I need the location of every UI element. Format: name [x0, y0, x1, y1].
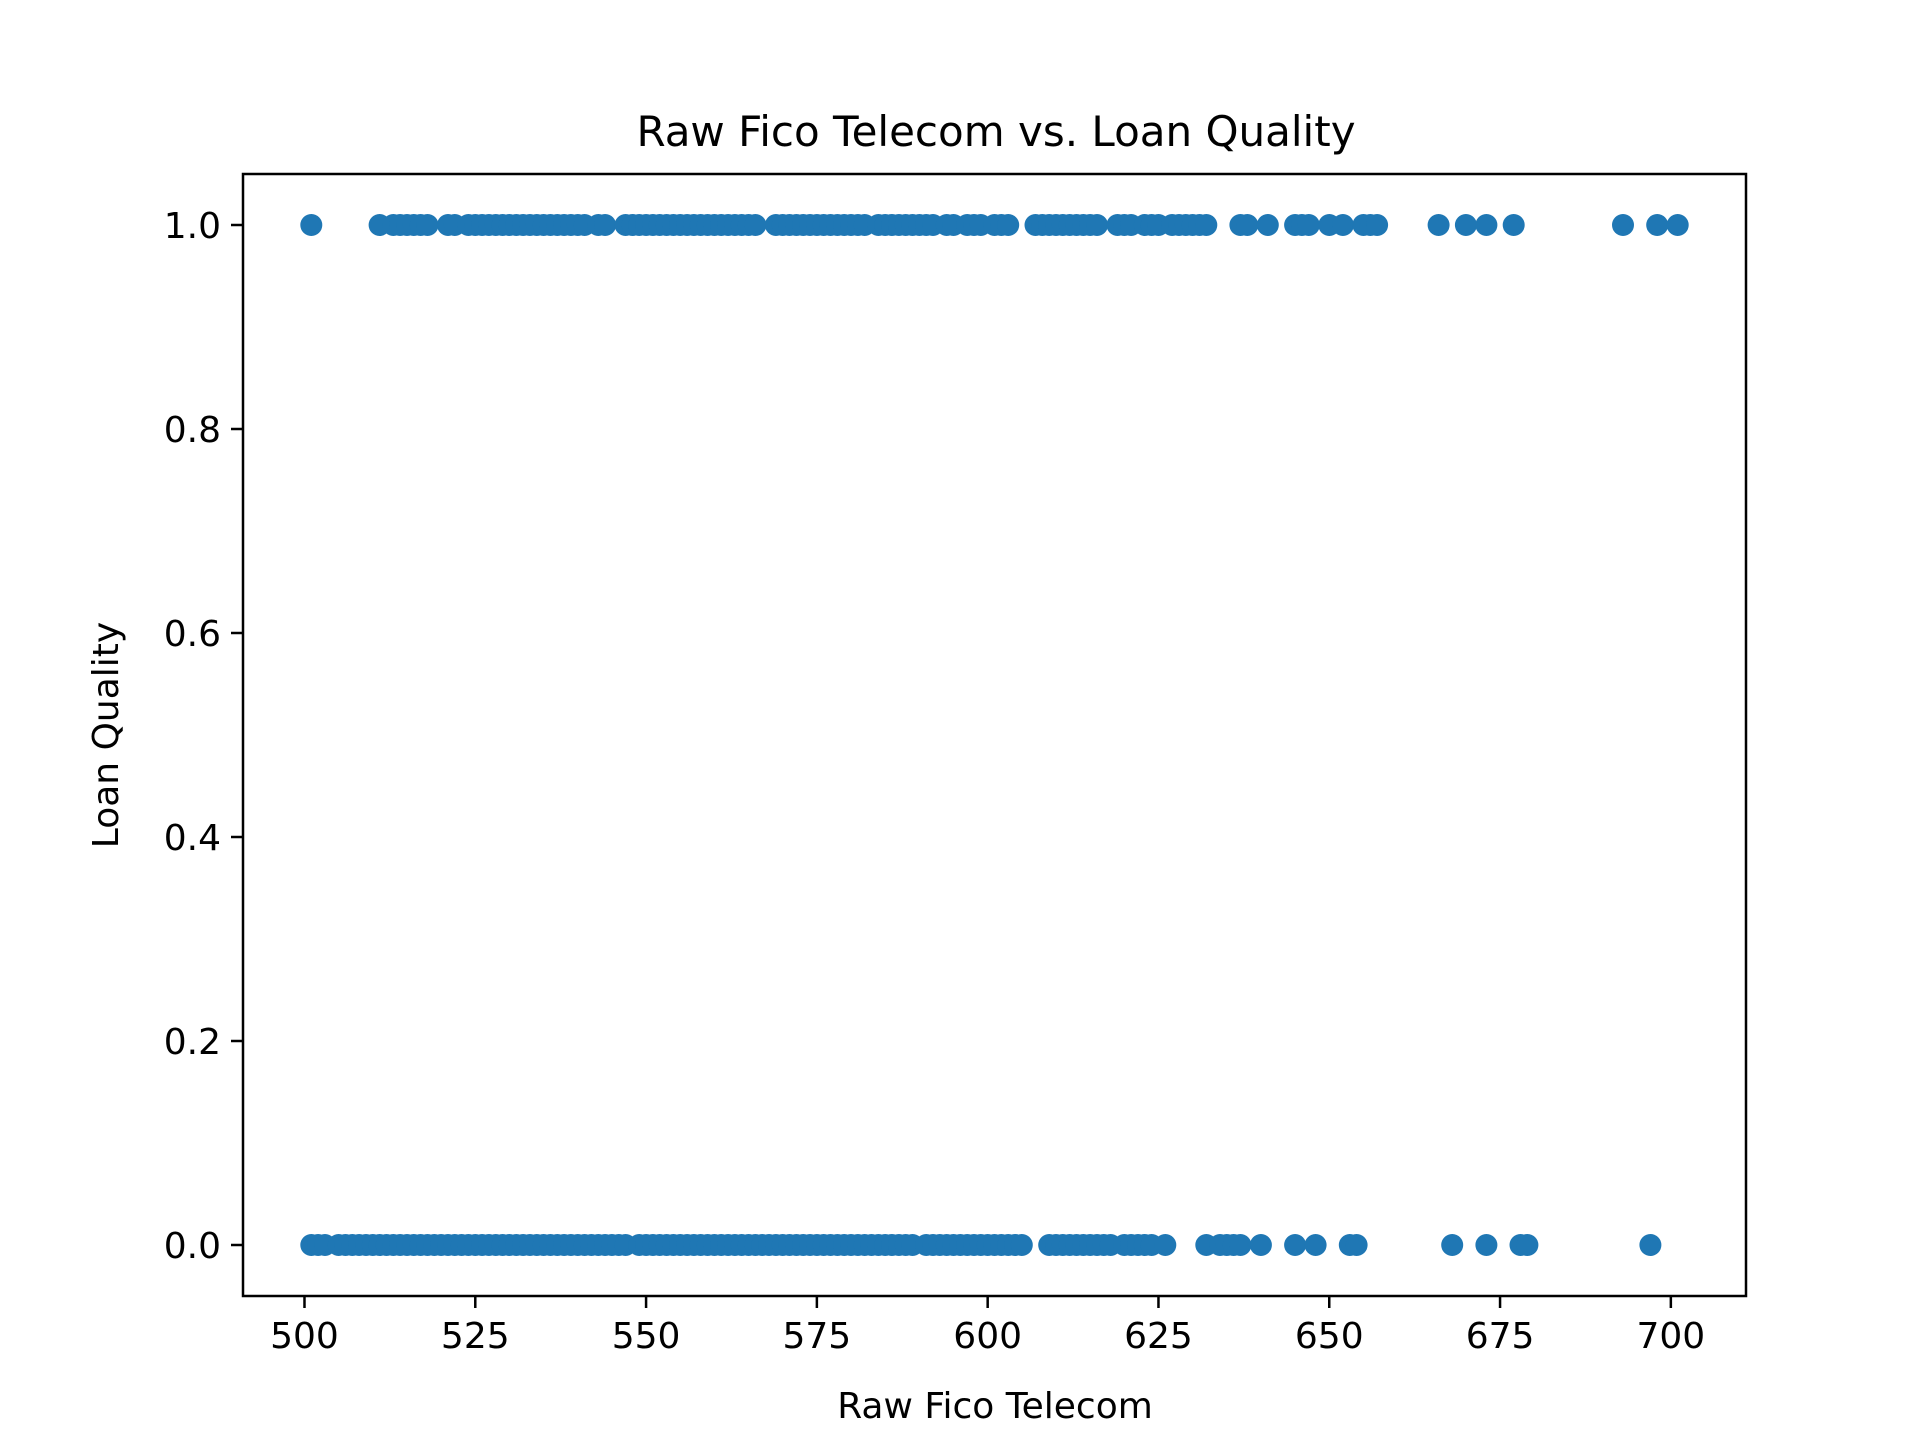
data-point — [1366, 214, 1389, 236]
data-point — [1154, 1234, 1177, 1256]
data-point — [1304, 1234, 1327, 1256]
data-point — [1516, 1234, 1539, 1256]
x-tick-label: 625 — [1124, 1316, 1193, 1357]
data-point — [1666, 214, 1689, 236]
data-point — [1256, 214, 1279, 236]
data-point — [1441, 1234, 1464, 1256]
plot-frame — [241, 172, 1748, 1298]
data-point — [1297, 214, 1320, 236]
data-point — [594, 214, 617, 236]
y-tick-label: 0.6 — [164, 614, 221, 655]
data-point — [300, 214, 323, 236]
y-tick-label: 0.0 — [164, 1226, 221, 1267]
data-point — [1612, 214, 1634, 236]
data-point — [1236, 214, 1259, 236]
data-point — [1427, 214, 1450, 236]
data-point — [1195, 214, 1218, 236]
x-tick-label: 600 — [953, 1316, 1022, 1357]
x-tick-label: 550 — [612, 1316, 681, 1357]
data-point — [1331, 214, 1354, 236]
data-point — [1454, 214, 1477, 236]
data-point — [1646, 214, 1669, 236]
x-tick-label: 500 — [270, 1316, 339, 1357]
chart-title: Raw Fico Telecom vs. Loan Quality — [636, 107, 1355, 156]
x-tick-label: 700 — [1636, 1316, 1705, 1357]
data-point — [1475, 1234, 1498, 1256]
data-point — [1475, 214, 1498, 236]
y-axis-title: Loan Quality — [86, 622, 127, 848]
x-tick-label: 650 — [1295, 1316, 1364, 1357]
x-axis-title: Raw Fico Telecom — [837, 1386, 1153, 1427]
data-point — [744, 214, 767, 236]
data-point — [416, 214, 439, 236]
data-point — [1010, 1234, 1033, 1256]
data-point — [1086, 214, 1108, 236]
data-points — [300, 214, 1689, 1256]
y-tick-label: 1.0 — [164, 206, 221, 247]
data-point — [1284, 1234, 1307, 1256]
data-point — [1229, 1234, 1252, 1256]
data-point — [1639, 1234, 1662, 1256]
data-point — [997, 214, 1020, 236]
data-point — [1249, 1234, 1272, 1256]
x-axis: 500 525 550 575 600 625 650 675 700 — [270, 1296, 1705, 1357]
y-tick-label: 0.8 — [164, 410, 221, 451]
data-point — [1502, 214, 1525, 236]
y-tick-label: 0.4 — [164, 818, 221, 859]
x-tick-label: 675 — [1466, 1316, 1535, 1357]
x-tick-label: 525 — [441, 1316, 510, 1357]
x-tick-label: 575 — [783, 1316, 852, 1357]
data-point — [1345, 1234, 1368, 1256]
y-tick-label: 0.2 — [164, 1022, 221, 1063]
y-axis: 0.0 0.2 0.4 0.6 0.8 1.0 — [164, 206, 243, 1267]
